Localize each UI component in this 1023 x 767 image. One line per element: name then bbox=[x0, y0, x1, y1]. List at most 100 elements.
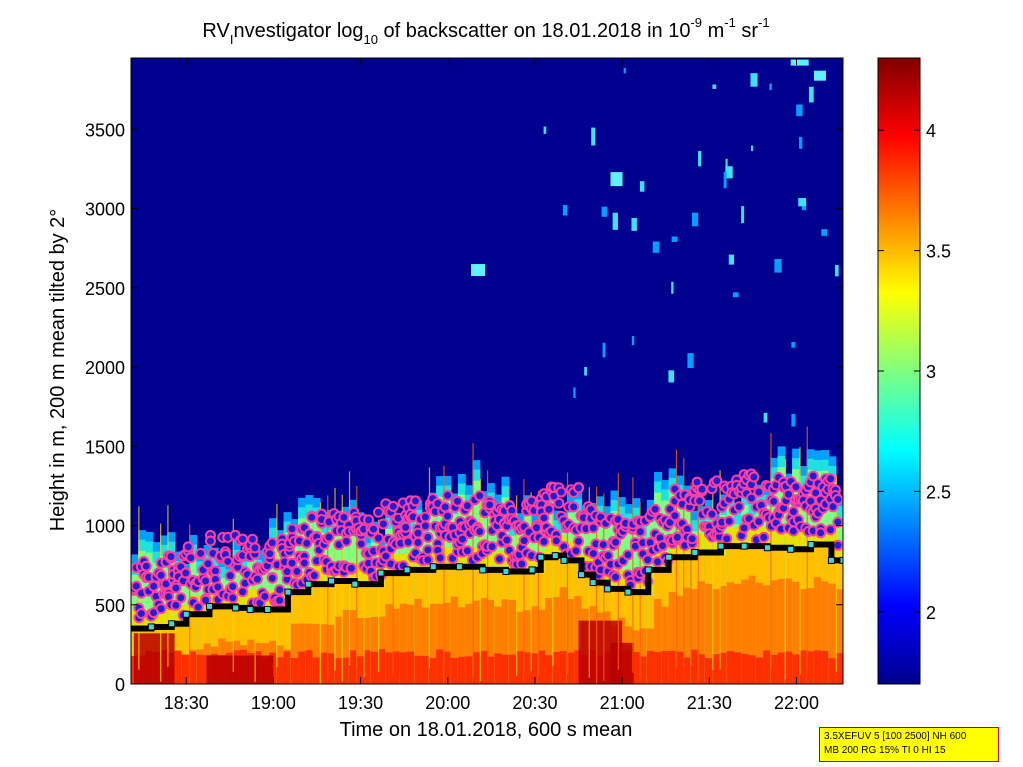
heat-cell bbox=[530, 653, 539, 684]
cloud-base-marker bbox=[419, 511, 431, 523]
cloud-base-marker bbox=[486, 541, 498, 553]
cloud-patch bbox=[821, 229, 827, 236]
cloud-base-marker bbox=[573, 482, 585, 494]
heat-cell bbox=[828, 583, 837, 684]
cloud-base-marker bbox=[140, 560, 152, 572]
heat-cell bbox=[385, 604, 394, 684]
step-marker bbox=[502, 567, 510, 575]
cloud-patch bbox=[813, 70, 826, 81]
cloud-base-marker bbox=[266, 572, 278, 584]
cloud-base-marker bbox=[516, 558, 528, 570]
heat-cell bbox=[763, 585, 771, 684]
cloud-patch bbox=[774, 259, 782, 273]
heat-cell bbox=[450, 596, 459, 684]
heat-streak bbox=[697, 493, 699, 682]
heat-cell bbox=[813, 650, 822, 684]
heat-pocket bbox=[206, 655, 274, 684]
cloud-base-marker bbox=[422, 554, 434, 566]
step-marker bbox=[787, 545, 795, 553]
cloud-base-marker bbox=[501, 534, 513, 546]
x-tick-label: 22:00 bbox=[774, 693, 819, 713]
cloud-patch bbox=[612, 212, 618, 230]
heat-cell bbox=[683, 587, 692, 684]
cloud-base-marker bbox=[745, 492, 757, 504]
cloud-base-marker bbox=[570, 545, 582, 557]
y-tick-label: 1500 bbox=[85, 437, 125, 457]
cloud-base-marker bbox=[175, 592, 187, 604]
cloud-base-marker bbox=[202, 558, 214, 570]
cloud-base-marker bbox=[634, 526, 646, 538]
heat-streak bbox=[516, 495, 518, 676]
y-tick-label: 2000 bbox=[85, 358, 125, 378]
heat-cell bbox=[632, 651, 641, 684]
cloud-base-marker bbox=[622, 549, 634, 561]
heat-cell bbox=[508, 600, 517, 684]
heat-streak bbox=[552, 482, 554, 666]
cloud-patch bbox=[808, 86, 814, 103]
heat-cell bbox=[501, 654, 510, 684]
heat-cell bbox=[806, 651, 815, 684]
cloud-base-marker bbox=[602, 550, 614, 562]
x-tick-label: 20:00 bbox=[425, 693, 470, 713]
cloud-base-marker bbox=[434, 552, 446, 564]
heat-cell bbox=[465, 656, 474, 684]
step-marker bbox=[328, 577, 336, 585]
heat-cell bbox=[792, 581, 801, 684]
cloud-patch bbox=[791, 413, 796, 427]
cloud-patch bbox=[610, 172, 623, 187]
colorbar-tick-label: 3 bbox=[926, 362, 936, 382]
heat-cell bbox=[690, 649, 699, 684]
heat-cell bbox=[799, 588, 808, 684]
cloud-patch bbox=[562, 205, 568, 216]
step-marker bbox=[827, 556, 835, 564]
heat-cell bbox=[334, 616, 343, 684]
cloud-base-marker bbox=[185, 552, 197, 564]
heat-cell bbox=[356, 618, 365, 684]
cloud-patch bbox=[723, 171, 727, 189]
x-tick-label: 21:30 bbox=[687, 693, 732, 713]
cloud-base-marker bbox=[723, 515, 735, 527]
cloud-base-marker bbox=[301, 537, 313, 549]
step-marker bbox=[147, 623, 155, 631]
heat-cell bbox=[734, 652, 742, 684]
heat-cell bbox=[704, 658, 713, 684]
heat-cell bbox=[523, 610, 532, 684]
cloud-base-marker bbox=[323, 531, 335, 543]
heat-cell bbox=[668, 650, 677, 684]
heat-cell bbox=[530, 606, 539, 684]
step-marker bbox=[763, 544, 771, 552]
cloud-base-marker bbox=[642, 554, 654, 566]
cloud-base-marker bbox=[380, 550, 392, 562]
cloud-base-marker bbox=[286, 557, 298, 569]
heat-cell bbox=[726, 651, 735, 684]
cloud-base-marker bbox=[227, 581, 239, 593]
step-marker bbox=[577, 571, 585, 579]
heat-streak bbox=[770, 433, 772, 669]
cloud-base-marker bbox=[597, 539, 609, 551]
heat-cell bbox=[552, 596, 561, 684]
y-tick-label: 0 bbox=[115, 675, 125, 695]
heat-cell bbox=[661, 650, 670, 684]
heat-cell bbox=[363, 650, 372, 684]
step-marker bbox=[429, 563, 437, 571]
cloud-base-marker bbox=[165, 551, 177, 563]
cloud-patch bbox=[631, 335, 635, 346]
info-line-2: MB 200 RG 15% TI 0 HI 15 bbox=[824, 745, 946, 756]
heat-cell bbox=[487, 599, 495, 684]
heat-cell bbox=[312, 657, 321, 684]
cloud-base-marker bbox=[456, 533, 468, 545]
colorbar-tick-label: 4 bbox=[926, 121, 936, 141]
cloud-patch bbox=[798, 197, 807, 207]
cloud-patch bbox=[834, 264, 839, 277]
chart-title: RVInvestigator log10 of backscatter on 1… bbox=[202, 15, 769, 47]
step-marker bbox=[182, 610, 190, 618]
cloud-base-marker bbox=[474, 490, 486, 502]
heat-streak bbox=[530, 492, 532, 672]
heat-cell bbox=[465, 603, 474, 684]
y-axis: 0 500 1000 1500 2000 2500 3000 3500 bbox=[85, 120, 843, 695]
y-axis-label: Height in m, 200 m mean tilted by 2° bbox=[47, 209, 69, 532]
cloud-base-marker bbox=[825, 473, 837, 485]
heat-cell bbox=[770, 654, 779, 684]
cloud-base-marker bbox=[355, 538, 367, 550]
